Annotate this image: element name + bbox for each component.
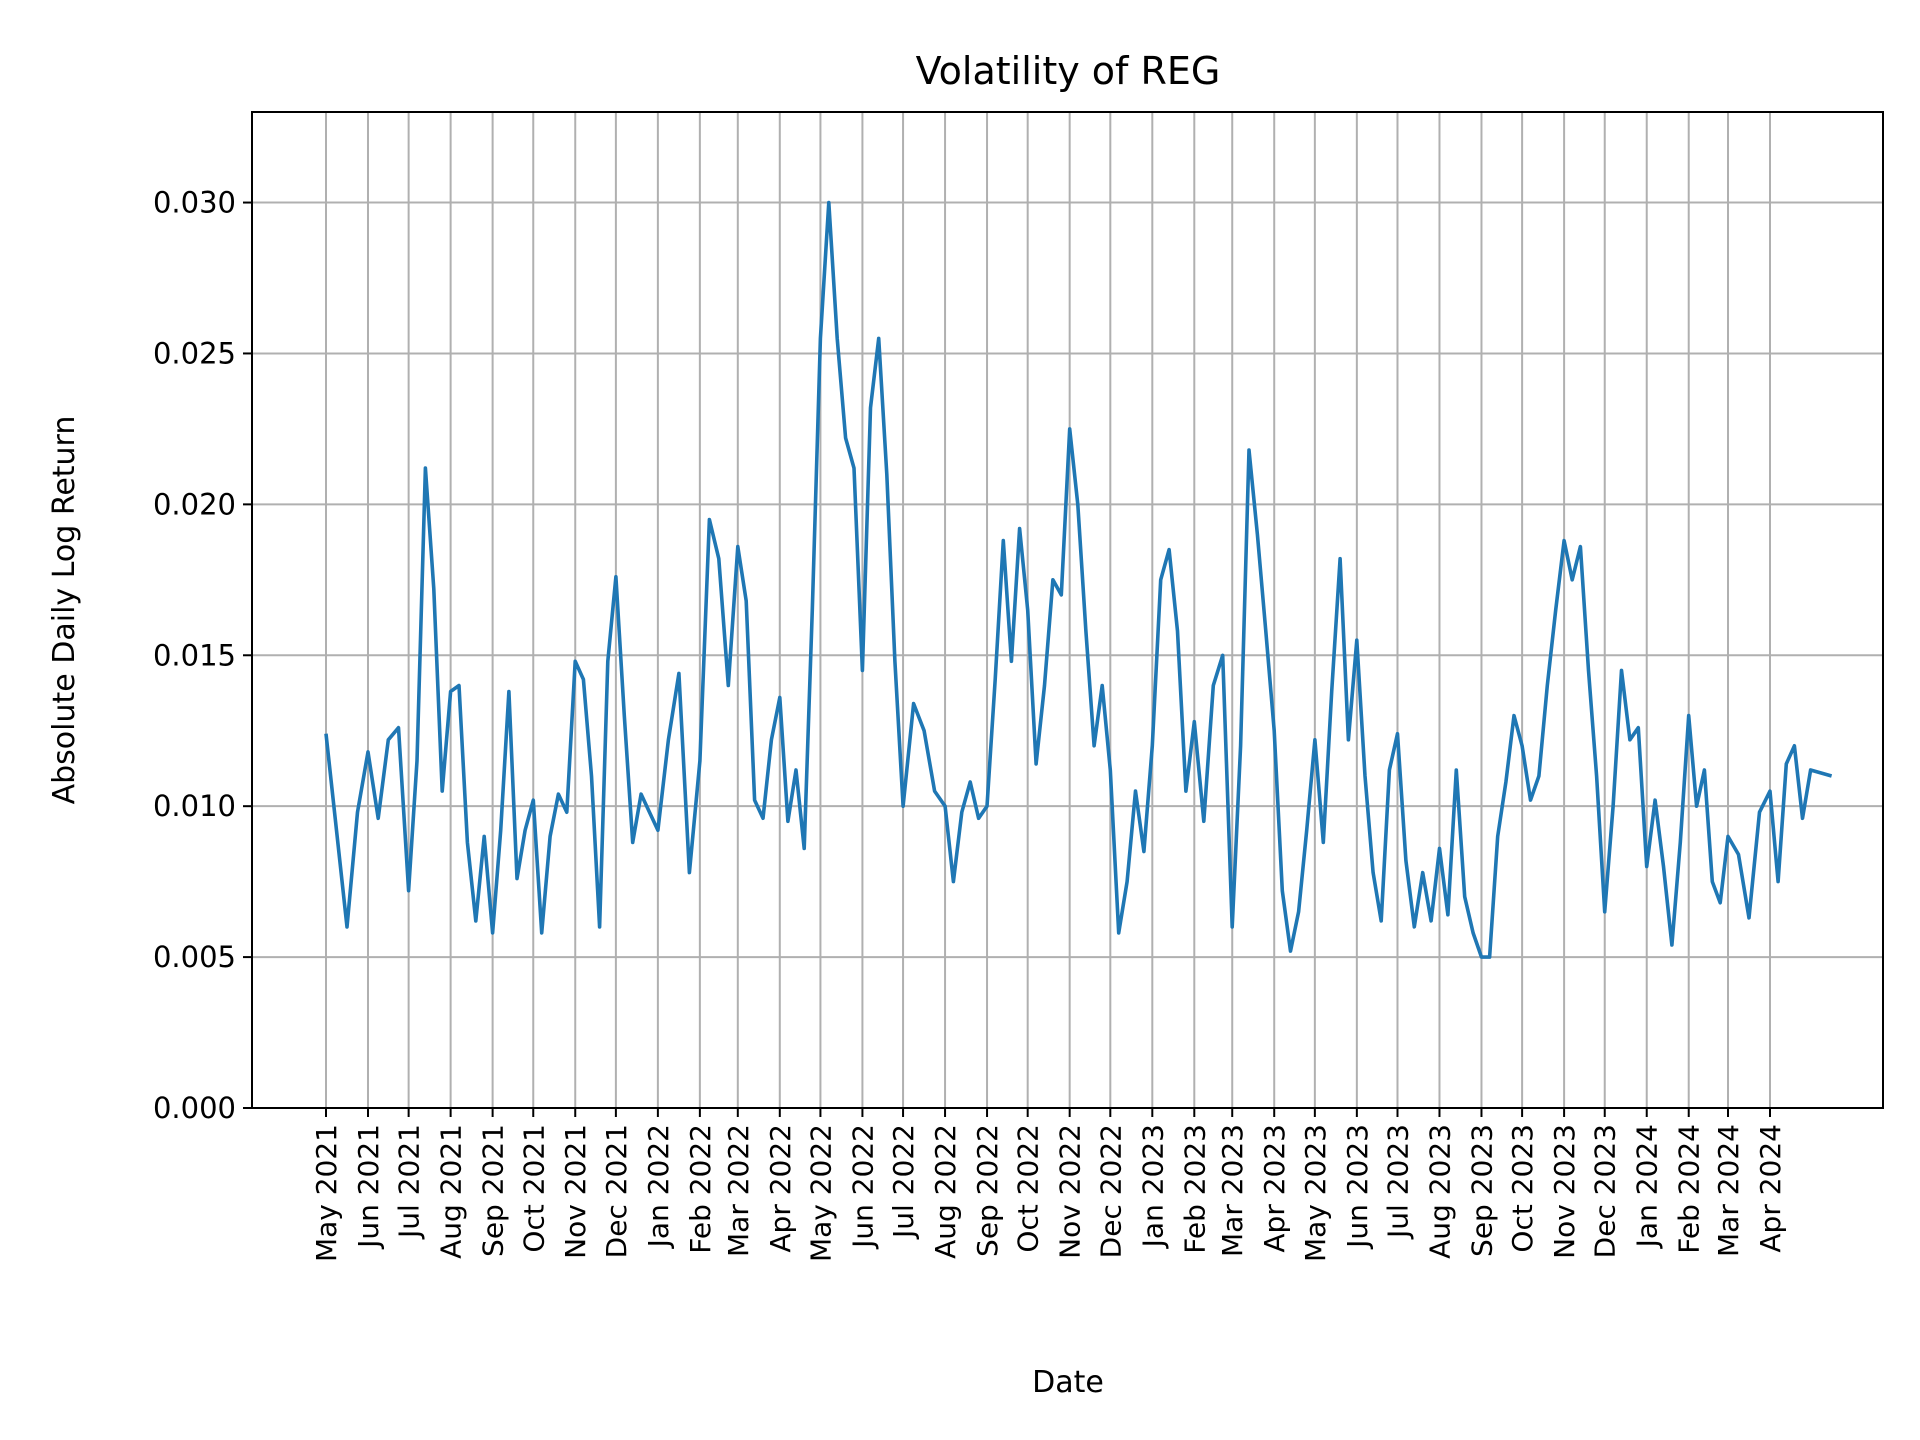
x-tick-label: Dec 2022 [1094, 1124, 1127, 1258]
x-tick-label: Dec 2021 [600, 1124, 633, 1258]
series-line [324, 200, 1833, 959]
x-tick-label: Jan 2023 [1136, 1124, 1169, 1249]
x-tick-label: Sep 2021 [477, 1124, 510, 1257]
x-tick-label: May 2021 [310, 1124, 343, 1262]
x-tick-label: Jun 2023 [1341, 1124, 1374, 1250]
grid [252, 112, 1883, 1109]
x-tick-label: May 2022 [804, 1124, 837, 1262]
x-tick-label: Feb 2024 [1673, 1124, 1706, 1254]
x-tick-label: Aug 2022 [929, 1124, 962, 1259]
x-tick-label: Mar 2022 [722, 1124, 755, 1257]
x-tick-label: Nov 2021 [559, 1124, 592, 1259]
x-tick-label: Apr 2022 [764, 1124, 797, 1253]
x-tick-label: Sep 2023 [1465, 1124, 1498, 1257]
x-tick-label: Jan 2024 [1631, 1124, 1664, 1249]
x-tick-label: Sep 2022 [971, 1124, 1004, 1257]
x-tick-label: Oct 2021 [517, 1124, 550, 1253]
x-tick-label: Feb 2023 [1178, 1124, 1211, 1254]
x-tick-label: Oct 2022 [1012, 1124, 1045, 1253]
x-tick-label: Jan 2022 [642, 1124, 675, 1249]
x-tick-label: Oct 2023 [1506, 1124, 1539, 1253]
y-axis-label: Absolute Daily Log Return [47, 416, 82, 805]
x-tick-label: Mar 2024 [1712, 1124, 1745, 1257]
x-tick-label: Jul 2021 [393, 1124, 426, 1240]
x-tick-label: Jun 2022 [846, 1124, 879, 1250]
x-tick-label: Feb 2022 [684, 1124, 717, 1254]
x-tick-label: Dec 2023 [1589, 1124, 1622, 1258]
x-tick-label: May 2023 [1299, 1124, 1332, 1262]
x-tick-label: Jul 2022 [887, 1124, 920, 1240]
y-tick-label: 0.000 [153, 1091, 236, 1125]
x-axis-label: Date [1032, 1365, 1104, 1400]
x-tick-label: Mar 2023 [1216, 1124, 1249, 1257]
x-tick-label: Nov 2022 [1054, 1124, 1087, 1259]
y-tick-label: 0.025 [153, 336, 236, 370]
y-tick-label: 0.015 [153, 638, 236, 672]
x-tick-label: Aug 2023 [1423, 1124, 1456, 1259]
x-tick-label: Apr 2024 [1754, 1124, 1787, 1253]
x-axis-ticks: May 2021 Jun 2021 Jul 2021 Aug 2021 Sep 2021… [310, 1108, 1787, 1262]
y-tick-label: 0.020 [153, 487, 236, 521]
y-axis-ticks: 0.000 0.005 0.010 0.015 0.020 0.025 0.030 [153, 186, 252, 1125]
y-tick-label: 0.010 [153, 789, 236, 823]
x-tick-label: Aug 2021 [435, 1124, 468, 1259]
plot-frame [251, 111, 1884, 1109]
y-tick-label: 0.005 [153, 940, 236, 974]
x-tick-label: Nov 2023 [1548, 1124, 1581, 1259]
x-tick-label: Apr 2023 [1258, 1124, 1291, 1253]
x-tick-label: Jun 2021 [352, 1124, 385, 1250]
chart-title: Volatility of REG [916, 49, 1221, 93]
y-tick-label: 0.030 [153, 186, 236, 220]
x-tick-label: Jul 2023 [1381, 1124, 1414, 1240]
